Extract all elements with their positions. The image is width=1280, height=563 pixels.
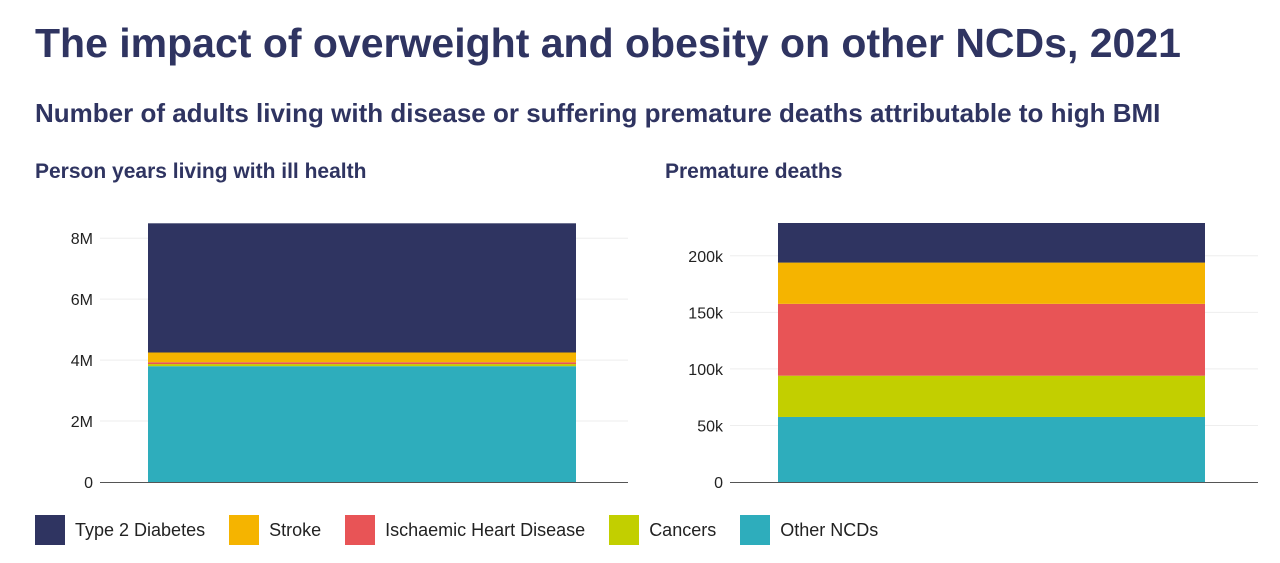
- legend-label: Cancers: [649, 519, 717, 540]
- left-chart-title: Person years living with ill health: [35, 160, 367, 183]
- bar-segment-other-ncds: [148, 366, 576, 482]
- legend-item-other-ncds: Other NCDs: [740, 515, 878, 545]
- legend-label: Other NCDs: [780, 519, 879, 540]
- y-tick-label: 50k: [697, 418, 724, 435]
- y-tick-label: 4M: [71, 353, 93, 370]
- legend-swatch: [345, 515, 376, 545]
- bar-segment-cancers: [148, 364, 576, 367]
- legend-swatch: [35, 515, 65, 545]
- y-tick-label: 100k: [688, 362, 724, 379]
- right-chart-title: Premature deaths: [665, 160, 843, 183]
- legend-label: Ischaemic Heart Disease: [385, 519, 586, 540]
- bar-segment-other-ncds: [778, 416, 1205, 482]
- bar-segment-stroke: [778, 262, 1205, 304]
- legend: Type 2 Diabetes Stroke Ischaemic Heart D…: [35, 515, 902, 545]
- bar-segment-ischaemic-heart-disease: [148, 362, 576, 365]
- page-title: The impact of overweight and obesity on …: [35, 20, 1181, 66]
- legend-swatch: [609, 515, 640, 545]
- legend-item-cancers: Cancers: [609, 515, 716, 545]
- legend-item-stroke: Stroke: [229, 515, 321, 545]
- legend-item-ihd: Ischaemic Heart Disease: [345, 515, 585, 545]
- bar-segment-type-2-diabetes: [148, 223, 576, 353]
- bar-segment-type-2-diabetes: [778, 223, 1205, 263]
- legend-label: Type 2 Diabetes: [75, 519, 206, 540]
- y-tick-label: 8M: [71, 231, 93, 248]
- legend-swatch: [229, 515, 260, 545]
- bar-segment-ischaemic-heart-disease: [778, 303, 1205, 376]
- bar-segment-cancers: [778, 375, 1205, 417]
- page-subtitle: Number of adults living with disease or …: [35, 98, 1161, 128]
- legend-label: Stroke: [269, 519, 322, 540]
- y-tick-label: 150k: [688, 305, 724, 322]
- y-tick-label: 0: [714, 475, 723, 492]
- legend-item-type-2-diabetes: Type 2 Diabetes: [35, 515, 205, 545]
- y-tick-label: 6M: [71, 292, 93, 309]
- bar-segment-stroke: [148, 352, 576, 363]
- y-tick-label: 200k: [688, 249, 724, 266]
- legend-swatch: [740, 515, 771, 545]
- y-tick-label: 0: [84, 475, 93, 492]
- y-tick-label: 2M: [71, 414, 93, 431]
